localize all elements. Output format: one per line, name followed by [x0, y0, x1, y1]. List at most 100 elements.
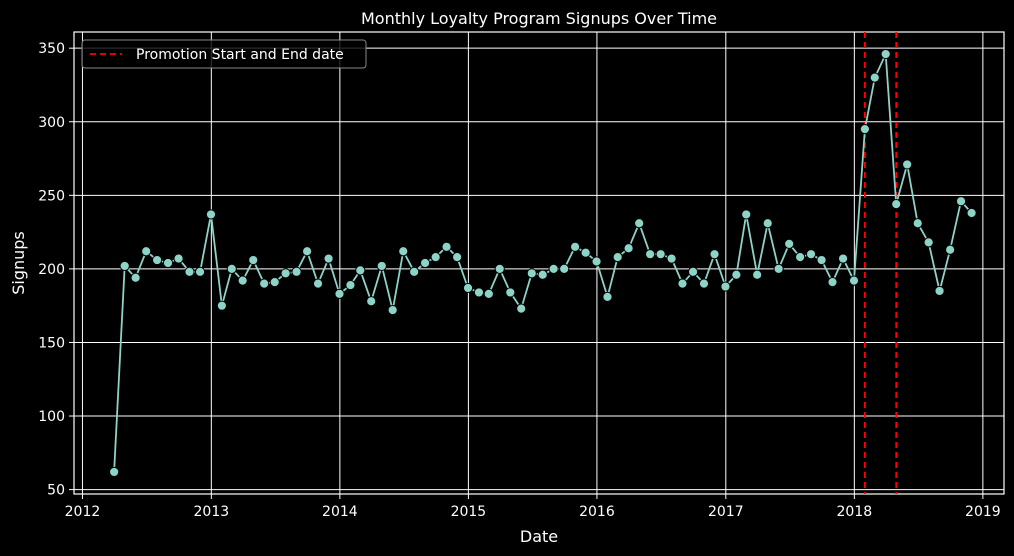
x-tick-label: 2017: [708, 504, 744, 520]
data-point: [612, 252, 623, 263]
legend-box: [81, 39, 367, 69]
data-point: [623, 243, 634, 254]
data-point: [591, 256, 602, 267]
data-point: [323, 253, 334, 264]
data-point: [548, 263, 559, 274]
data-point: [398, 246, 409, 257]
data-point: [387, 304, 398, 316]
chart-title: Monthly Loyalty Program Signups Over Tim…: [361, 9, 717, 28]
data-point: [945, 244, 956, 255]
data-point: [559, 263, 570, 274]
data-point: [923, 237, 934, 248]
data-point: [184, 266, 195, 277]
data-point: [795, 252, 806, 263]
y-tick-label: 250: [38, 188, 65, 204]
data-point: [816, 254, 827, 266]
data-point: [645, 249, 656, 260]
data-point: [226, 263, 237, 274]
y-tick-label: 350: [38, 41, 65, 57]
data-point: [805, 249, 817, 260]
data-point: [259, 278, 270, 289]
data-point: [859, 124, 871, 135]
data-point: [602, 291, 613, 302]
data-point: [462, 282, 474, 294]
data-point: [516, 303, 527, 314]
data-point: [291, 266, 302, 277]
data-point: [580, 247, 591, 258]
data-point: [334, 288, 345, 299]
data-point: [677, 278, 688, 289]
data-point: [109, 466, 120, 478]
grid: [74, 32, 1004, 494]
y-tick-label: 300: [38, 115, 65, 131]
data-point: [934, 285, 945, 297]
data-point: [130, 272, 141, 283]
data-point: [345, 279, 356, 291]
data-point: [955, 196, 967, 207]
data-point: [709, 249, 720, 260]
data-point: [366, 296, 377, 307]
data-point: [848, 275, 860, 286]
data-point: [430, 252, 441, 263]
data-point: [666, 253, 677, 264]
y-tick-label: 200: [38, 262, 65, 278]
data-point: [194, 266, 206, 277]
data-point: [173, 253, 184, 264]
x-tick-label: 2014: [322, 504, 358, 520]
data-point: [902, 159, 913, 170]
data-point: [762, 218, 773, 229]
data-point: [483, 288, 494, 299]
x-tick-label: 2016: [579, 504, 615, 520]
data-point: [216, 300, 227, 311]
data-point: [731, 269, 742, 280]
y-tick-label: 50: [47, 483, 65, 499]
data-point: [687, 266, 699, 277]
data-point: [205, 209, 217, 220]
y-axis-title: Signups: [9, 231, 28, 295]
data-point: [473, 287, 485, 298]
tick-labels: 2012 2013 2014 2015 2016 2017 2018 2019 50 100 150…: [38, 41, 1000, 520]
data-point: [880, 48, 891, 60]
data-point: [773, 263, 784, 274]
x-axis-title: Date: [520, 527, 558, 546]
data-point: [312, 278, 324, 289]
data-point: [655, 249, 666, 260]
data-point: [248, 254, 259, 266]
data-point: [441, 241, 452, 252]
data-point: [280, 268, 291, 279]
data-point: [452, 252, 463, 263]
data-point: [741, 209, 752, 220]
data-point: [966, 207, 977, 219]
data-point: [494, 263, 505, 274]
data-point: [912, 218, 923, 229]
data-point: [891, 199, 902, 210]
data-point: [784, 238, 795, 249]
x-tick-label: 2018: [837, 504, 873, 520]
data-point: [119, 260, 130, 272]
legend-label: Promotion Start and End date: [136, 47, 344, 63]
data-point: [537, 269, 548, 280]
data-point: [526, 268, 537, 279]
data-point: [162, 257, 174, 269]
x-tick-label: 2013: [194, 504, 230, 520]
data-point: [837, 253, 849, 264]
data-point: [237, 275, 248, 286]
data-point: [720, 281, 731, 292]
data-point: [698, 278, 710, 289]
data-point: [152, 254, 163, 266]
data-point: [355, 265, 366, 276]
data-point: [376, 260, 387, 272]
data-point: [269, 277, 280, 288]
data-point: [409, 266, 420, 277]
plot-background: [73, 31, 1005, 495]
y-tick-label: 100: [38, 409, 65, 425]
x-tick-label: 2019: [965, 504, 1001, 520]
data-point: [419, 257, 431, 269]
data-point: [302, 246, 313, 257]
data-point: [634, 218, 645, 229]
legend: Promotion Start and End date: [81, 39, 367, 69]
x-tick-label: 2012: [65, 504, 101, 520]
data-point: [141, 246, 152, 257]
data-point: [505, 287, 516, 298]
